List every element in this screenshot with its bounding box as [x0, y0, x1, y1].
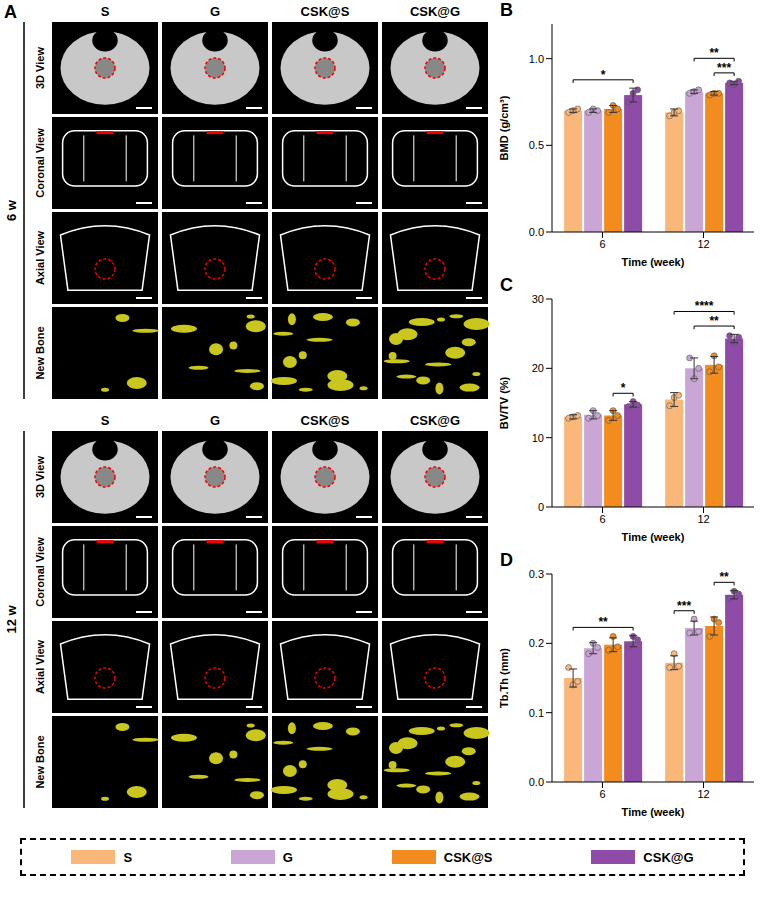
html-text:CSK@G: CSK@G [643, 849, 694, 865]
svg-text:0.5: 0.5 [529, 139, 544, 151]
svg-text:Coronal View: Coronal View [34, 537, 46, 607]
svg-text:6 w: 6 w [4, 199, 19, 221]
svg-text:New Bone: New Bone [34, 326, 46, 379]
svg-text:CSK@G: CSK@G [410, 4, 460, 19]
svg-text:Time (week): Time (week) [622, 531, 685, 543]
svg-text:0.2: 0.2 [529, 637, 544, 649]
svg-text:0: 0 [538, 501, 544, 513]
svg-text:1.0: 1.0 [529, 53, 544, 65]
svg-text:0.3: 0.3 [529, 568, 544, 580]
svg-text:0.0: 0.0 [529, 226, 544, 238]
svg-text:CSK@S: CSK@S [301, 4, 350, 19]
svg-text:***: *** [717, 61, 731, 75]
svg-text:Time (week): Time (week) [622, 256, 685, 268]
svg-text:6: 6 [599, 238, 605, 250]
svg-text:12: 12 [697, 238, 709, 250]
svg-text:**: ** [709, 314, 719, 328]
svg-text:S: S [101, 413, 110, 428]
svg-text:*: * [601, 68, 606, 82]
html-text:B: B [500, 0, 513, 20]
svg-text:12 w: 12 w [4, 605, 19, 634]
html-text:D: D [500, 550, 513, 570]
svg-text:BMD (g/cm³): BMD (g/cm³) [498, 95, 510, 160]
svg-text:10: 10 [532, 432, 544, 444]
svg-text:Time (week): Time (week) [622, 806, 685, 818]
svg-text:3D View: 3D View [34, 456, 46, 498]
svg-text:Coronal View: Coronal View [34, 128, 46, 198]
svg-text:****: **** [695, 299, 714, 313]
svg-text:CSK@G: CSK@G [410, 413, 460, 428]
svg-text:0.1: 0.1 [529, 707, 544, 719]
svg-text:12: 12 [697, 513, 709, 525]
svg-text:G: G [210, 4, 220, 19]
svg-text:**: ** [709, 46, 719, 60]
svg-text:A: A [4, 2, 17, 22]
svg-text:12: 12 [697, 788, 709, 800]
svg-text:0.0: 0.0 [529, 776, 544, 788]
svg-text:3D View: 3D View [34, 47, 46, 89]
svg-text:BV/TV (%): BV/TV (%) [498, 376, 510, 429]
svg-text:CSK@S: CSK@S [301, 413, 350, 428]
svg-text:30: 30 [532, 293, 544, 305]
html-text:S: S [123, 849, 133, 865]
html-text:C: C [500, 275, 513, 295]
html-text:CSK@S: CSK@S [443, 849, 493, 865]
svg-text:Axial View: Axial View [34, 639, 46, 694]
svg-text:Axial View: Axial View [34, 230, 46, 285]
svg-text:6: 6 [599, 513, 605, 525]
svg-text:New Bone: New Bone [34, 735, 46, 788]
svg-text:Tb.Th (mm): Tb.Th (mm) [498, 648, 510, 708]
html-text:G: G [282, 849, 293, 865]
svg-text:***: *** [677, 599, 691, 613]
svg-text:**: ** [719, 570, 729, 584]
svg-text:G: G [210, 413, 220, 428]
svg-text:S: S [101, 4, 110, 19]
svg-text:**: ** [598, 615, 608, 629]
svg-text:*: * [621, 381, 626, 395]
svg-text:6: 6 [599, 788, 605, 800]
svg-text:20: 20 [532, 362, 544, 374]
